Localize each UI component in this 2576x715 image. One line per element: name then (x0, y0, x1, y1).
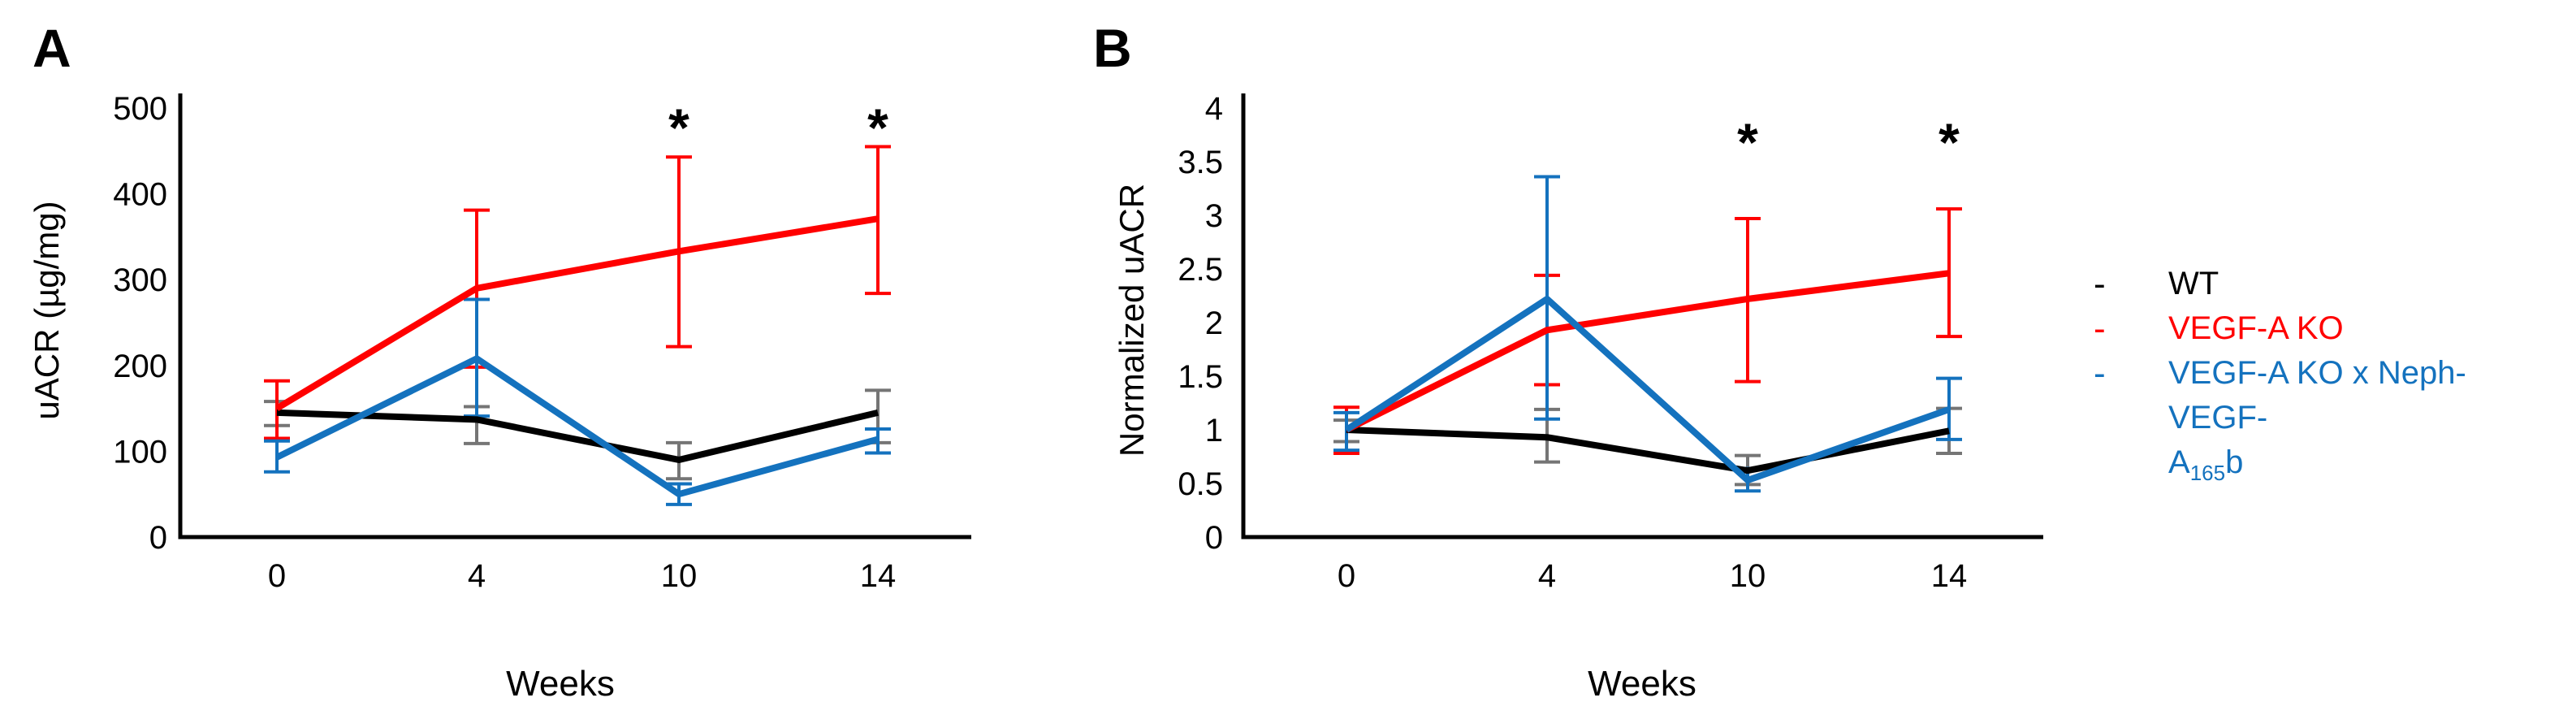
y-tick-label-A: 500 (113, 91, 167, 127)
y-axis-title-A: uACR (µg/mg) (28, 201, 66, 419)
legend-item-1: - VEGF-A KO (2094, 306, 2548, 351)
series-line-A-VEGF-A-KO-x-Neph-VEGF-A165b (275, 355, 880, 498)
legend-label: VEGF-A KO (2168, 310, 2344, 346)
legend-label: VEGF-A KO x Neph-VEGF- A165b (2168, 355, 2466, 485)
y-tick-label-B: 1 (1205, 413, 1223, 448)
y-tick-label-A: 0 (149, 520, 167, 556)
y-tick-label-A: 400 (113, 177, 167, 213)
x-tick-label-B: 4 (1538, 558, 1556, 594)
error-bars-A-VEGF-A-KO (264, 145, 891, 440)
series-line-A-WT (276, 409, 879, 463)
legend-label: WT (2168, 266, 2219, 301)
error-bars-A-VEGF-A-KO-x-Neph-VEGF-A165b (264, 297, 891, 506)
x-tick-label-B: 0 (1338, 558, 1355, 594)
significance-asterisk-B: * (1938, 112, 1960, 172)
significance-asterisk-A: * (668, 98, 689, 158)
panel-label-a: A (32, 18, 71, 78)
significance-asterisk-B: * (1737, 112, 1758, 172)
x-tick-label-A: 4 (468, 558, 486, 594)
y-tick-label-B: 1.5 (1178, 359, 1223, 395)
error-bars-B-VEGF-A-KO (1333, 207, 1962, 456)
y-tick-label-B: 2 (1205, 306, 1223, 341)
chart-B: 0 0.5 1 1.5 2 2.5 3 3.5 4 0 4 10 14 Weeks Normalized u… (1113, 91, 2043, 704)
legend-marker-dash: - (2094, 353, 2106, 393)
y-tick-label-B: 4 (1205, 91, 1223, 127)
chart-A: 0 100 200 300 400 500 0 4 10 14 Weeks uACR (µg/mg) *… (28, 91, 971, 704)
series-line-B-VEGF-A-KO-x-Neph-VEGF-A165b (1344, 295, 1951, 484)
y-axis-title-B: Normalized uACR (1113, 184, 1151, 457)
series-line-B-VEGF-A-KO (1345, 270, 1950, 433)
x-tick-label-A: 0 (268, 558, 286, 594)
x-axis-title-B: Weeks (1588, 664, 1696, 704)
x-tick-label-B: 10 (1730, 558, 1766, 594)
legend: - WT - VEGF-A KO - VEGF-A KO x Neph-VEGF- A165… (2094, 262, 2548, 485)
legend-item-0: - WT (2094, 262, 2548, 306)
y-tick-label-B: 3.5 (1178, 145, 1223, 180)
legend-label-subscript: 165 (2189, 461, 2226, 485)
series-line-A-VEGF-A-KO (274, 215, 879, 412)
series-line-B-WT (1346, 427, 1950, 474)
y-tick-label-B: 3 (1205, 198, 1223, 234)
x-axis-title-A: Weeks (506, 664, 615, 704)
panel-label-b: B (1093, 18, 1132, 78)
y-tick-label-A: 300 (113, 262, 167, 298)
legend-marker-dash: - (2094, 264, 2106, 304)
x-tick-label-A: 10 (661, 558, 698, 594)
y-tick-label-B: 0 (1205, 520, 1223, 556)
x-tick-label-A: 14 (860, 558, 897, 594)
y-tick-label-A: 100 (113, 434, 167, 470)
y-tick-label-A: 200 (113, 349, 167, 384)
significance-asterisk-A: * (867, 98, 888, 158)
y-tick-label-B: 0.5 (1178, 466, 1223, 502)
x-tick-label-B: 14 (1931, 558, 1968, 594)
legend-marker-dash: - (2094, 309, 2106, 349)
legend-item-2: - VEGF-A KO x Neph-VEGF- A165b (2094, 351, 2548, 485)
y-tick-label-B: 2.5 (1178, 252, 1223, 288)
